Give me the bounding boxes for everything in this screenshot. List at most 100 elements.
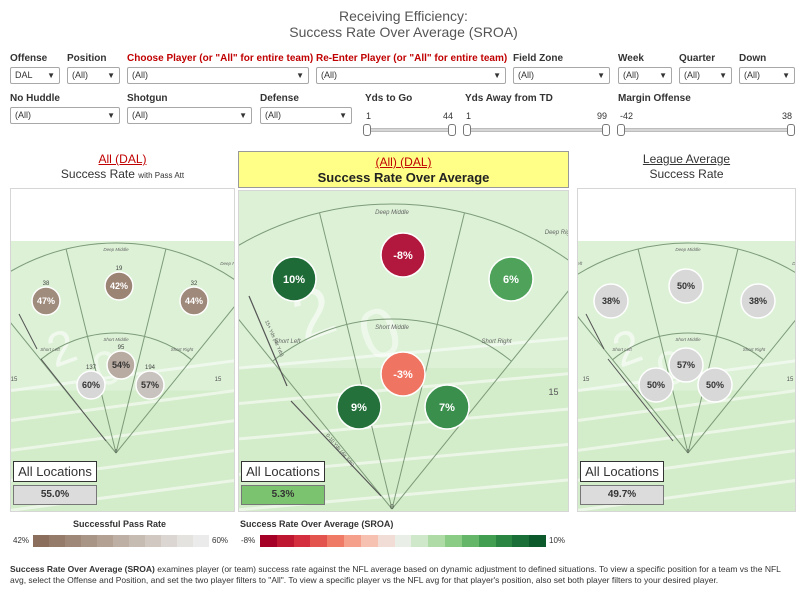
left-panel-team-link[interactable]: All (DAL) [98, 152, 147, 166]
short-zone-arc [272, 318, 512, 362]
spr-legend-swatch [161, 535, 177, 547]
short-distance-arrow [290, 400, 382, 497]
yds-away-min-handle[interactable] [463, 124, 471, 136]
bubble-deep-left [271, 256, 317, 302]
title-line1: Receiving Efficiency: [339, 8, 468, 24]
bubble-short-left [336, 384, 382, 430]
sroa-legend-swatch [512, 535, 530, 547]
shotgun-select[interactable]: (All) ▼ [127, 107, 252, 124]
quarter-select[interactable]: (All) ▼ [679, 67, 732, 84]
short-right-label: Short Right [743, 347, 766, 352]
sroa-legend-swatch [293, 535, 311, 547]
right-panel-subtitle: Success Rate [649, 167, 724, 181]
center-all-locations[interactable]: All Locations [241, 461, 325, 482]
margin-offense-track[interactable] [621, 128, 792, 132]
no-huddle-select[interactable]: (All) ▼ [10, 107, 120, 124]
reenter-player-select[interactable]: (All) ▼ [316, 67, 506, 84]
fan-divider-line [65, 248, 117, 454]
bubble-value-label: 9% [351, 402, 367, 414]
yard-line [578, 419, 795, 452]
bubble-short-middle [106, 350, 136, 380]
choose-player-select[interactable]: (All) ▼ [127, 67, 309, 84]
bubble-value-label: 50% [647, 380, 665, 390]
bubble-short-right [424, 384, 470, 430]
short-middle-label: Short Middle [375, 325, 409, 331]
deep-distance-arrow [585, 313, 605, 350]
chevron-down-icon: ▼ [339, 111, 347, 120]
sroa-legend-max: 10% [549, 536, 566, 545]
sroa-legend-swatch [478, 535, 496, 547]
deep-right-label: Deep Right [545, 230, 569, 236]
short-distance-arrow [607, 358, 674, 442]
bubble-count-label: 137 [86, 365, 97, 371]
bubble-deep-middle [380, 232, 426, 278]
bubble-value-label: 50% [706, 380, 724, 390]
sroa-legend-swatch [411, 535, 429, 547]
margin-offense-min: -42 [620, 111, 634, 121]
spr-legend-bar [33, 535, 209, 547]
yds-away-min: 1 [466, 111, 472, 121]
origin-zero-label: 0 [390, 504, 394, 511]
yds-to-go-min: 1 [366, 111, 372, 121]
bubble-count-label: 32 [191, 281, 198, 287]
filter-label-down: Down [739, 53, 767, 64]
fan-divider-line [578, 316, 689, 454]
yds-to-go-track[interactable] [367, 128, 455, 132]
defense-select[interactable]: (All) ▼ [260, 107, 352, 124]
yds-away-max-handle[interactable] [602, 124, 610, 136]
spr-legend-swatch [33, 535, 49, 547]
fan-divider-line [319, 212, 393, 510]
position-select[interactable]: (All) ▼ [67, 67, 120, 84]
margin-offense-min-handle[interactable] [617, 124, 625, 136]
bubble-value-label: 38% [749, 296, 767, 306]
bubble-short-right [697, 367, 733, 403]
sroa-legend-swatch [360, 535, 378, 547]
short-left-label: Short Left [612, 347, 632, 352]
spr-legend-swatch [177, 535, 193, 547]
yds-away-track[interactable] [467, 128, 608, 132]
short-middle-label: Short Middle [103, 337, 129, 342]
yds-to-go-min-handle[interactable] [363, 124, 371, 136]
right-all-locations[interactable]: All Locations [580, 461, 664, 482]
center-panel-team-link[interactable]: (All) (DAL) [375, 155, 432, 169]
yds-to-go-max-handle[interactable] [448, 124, 456, 136]
slider-label-yds-away: Yds Away from TD [465, 93, 553, 104]
bubble-value-label: 42% [110, 281, 128, 291]
bubble-value-label: 57% [677, 360, 695, 370]
sroa-legend-swatch [461, 535, 479, 547]
fan-divider-line [687, 319, 795, 454]
margin-offense-max: 38 [782, 111, 793, 121]
field-zone-select[interactable]: (All) ▼ [513, 67, 610, 84]
filter-label-reenter-player: Re-Enter Player (or "All" for entire tea… [316, 53, 508, 64]
reenter-player-value: (All) [321, 70, 337, 80]
bubble-deep-right [488, 256, 534, 302]
sroa-legend-swatch [495, 535, 513, 547]
offense-select[interactable]: DAL ▼ [10, 67, 60, 84]
yard-line [578, 389, 795, 423]
yard-15-right: 15 [215, 377, 222, 383]
bubble-value-label: 6% [503, 274, 519, 286]
spr-legend-swatch [81, 535, 97, 547]
filter-label-defense: Defense [260, 93, 299, 104]
deep-right-label: Deep Right [792, 261, 796, 266]
yard-line [11, 419, 234, 452]
fan-divider-line [391, 290, 568, 510]
left-all-locations[interactable]: All Locations [13, 461, 97, 482]
down-select[interactable]: (All) ▼ [739, 67, 795, 84]
week-select[interactable]: (All) ▼ [618, 67, 672, 84]
short-left-label: Short Left [274, 339, 300, 345]
right-panel-title-link[interactable]: League Average [642, 152, 731, 166]
sroa-legend-swatch [428, 535, 446, 547]
deep-zone-arc [578, 242, 795, 275]
margin-offense-max-handle[interactable] [787, 124, 795, 136]
yard-line [239, 407, 568, 441]
fan-divider-line [239, 319, 393, 510]
field-zone-value: (All) [518, 70, 534, 80]
sroa-legend-swatch [445, 535, 462, 547]
page-title: Receiving Efficiency: Success Rate Over … [0, 8, 807, 40]
bubble-short-middle [380, 351, 426, 397]
chevron-down-icon: ▼ [597, 71, 605, 80]
